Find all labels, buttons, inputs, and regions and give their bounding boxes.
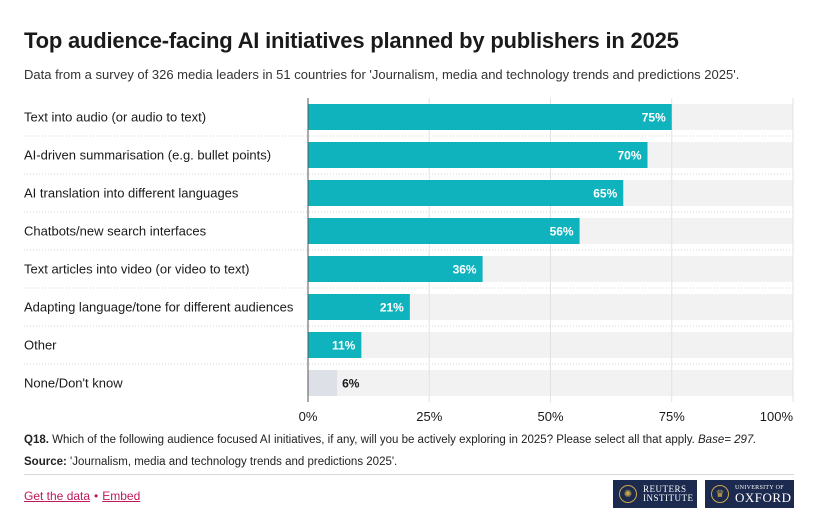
value-label: 6%: [342, 377, 360, 391]
bar: [308, 256, 483, 282]
reuters-logo-line1: REUTERS: [643, 484, 687, 494]
bar-chart: Text into audio (or audio to text) 75% AI-…: [24, 98, 794, 422]
category-label: Adapting language/tone for different aud…: [24, 300, 294, 315]
x-tick-label: 100%: [760, 409, 794, 422]
value-label: 75%: [642, 111, 666, 125]
category-label: AI-driven summarisation (e.g. bullet poi…: [24, 148, 271, 163]
question-text: Which of the following audience focused …: [48, 434, 698, 446]
bar: [308, 370, 338, 396]
bar: [308, 332, 362, 358]
x-tick-label: 50%: [537, 409, 563, 422]
reuters-institute-logo[interactable]: ✺ REUTERS INSTITUTE: [613, 480, 697, 508]
category-label: Chatbots/new search interfaces: [24, 224, 207, 239]
reuters-dots-icon: ✺: [619, 485, 637, 503]
category-label: None/Don't know: [24, 376, 123, 391]
value-label: 11%: [332, 339, 356, 353]
oxford-crest-icon: ♛: [711, 485, 729, 503]
bar: [308, 294, 410, 320]
x-tick-label: 75%: [659, 409, 685, 422]
category-label: Text articles into video (or video to te…: [24, 262, 249, 277]
question-label: Q18.: [24, 434, 49, 446]
value-label: 36%: [453, 263, 477, 277]
chart-subtitle: Data from a survey of 326 media leaders …: [24, 67, 740, 82]
x-tick-label: 0%: [299, 409, 318, 422]
source-label: Source:: [24, 456, 67, 468]
x-tick-label: 25%: [416, 409, 442, 422]
link-separator: •: [94, 489, 99, 503]
reuters-logo-line2: INSTITUTE: [643, 493, 694, 503]
category-label: Text into audio (or audio to text): [24, 110, 206, 125]
bar: [308, 142, 648, 168]
embed-link[interactable]: Embed: [102, 489, 141, 503]
value-label: 65%: [593, 187, 617, 201]
footer-links: Get the data • Embed: [24, 489, 140, 503]
category-label: AI translation into different languages: [24, 186, 239, 201]
bar: [308, 104, 672, 130]
get-data-link[interactable]: Get the data: [24, 489, 91, 503]
source-text: 'Journalism, media and technology trends…: [66, 456, 398, 468]
value-label: 56%: [550, 225, 574, 239]
chart-title: Top audience-facing AI initiatives plann…: [24, 28, 679, 53]
bar: [308, 180, 624, 206]
oxford-logo-line1: UNIVERSITY OF: [735, 484, 784, 491]
footer-divider: [24, 474, 794, 475]
category-label: Other: [24, 338, 57, 353]
question-note: Q18. Which of the following audience foc…: [24, 434, 757, 446]
oxford-university-logo[interactable]: ♛ UNIVERSITY OF OXFORD: [705, 480, 794, 508]
question-base: Base= 297.: [698, 434, 757, 446]
value-label: 21%: [380, 301, 404, 315]
source-note: Source: 'Journalism, media and technolog…: [24, 456, 397, 468]
oxford-logo-line2: OXFORD: [735, 489, 792, 505]
bar: [308, 218, 580, 244]
value-label: 70%: [617, 149, 641, 163]
